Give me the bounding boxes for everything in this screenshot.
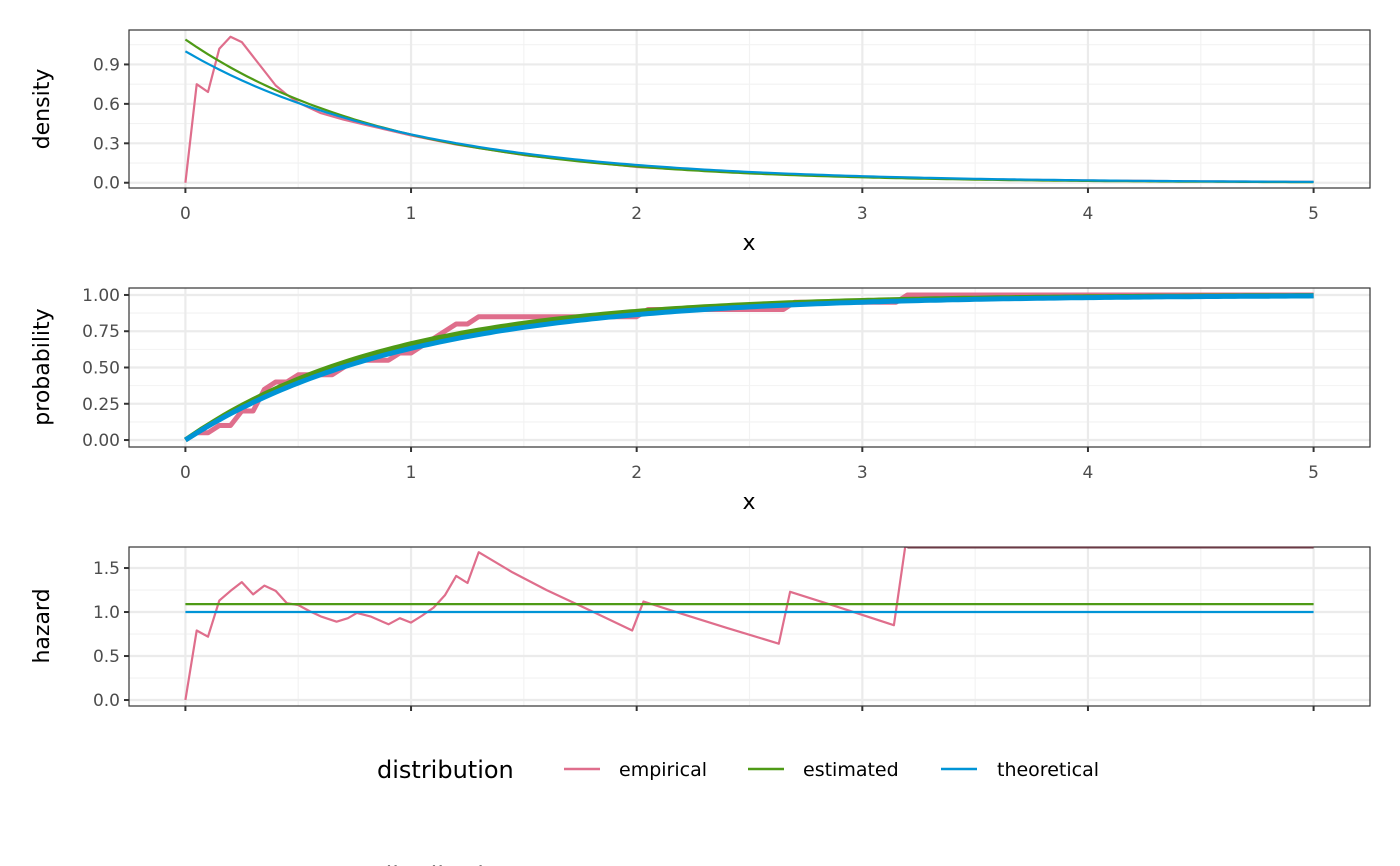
- density-x-tick-label: 0: [180, 204, 191, 224]
- hazard-y-axis-title: hazard: [30, 588, 55, 663]
- probability-y-tick-label: 0.00: [82, 431, 120, 451]
- density-x-tick-label: 5: [1308, 204, 1319, 224]
- density-x-tick-label: 1: [406, 204, 417, 224]
- legend-title: distribution: [377, 756, 514, 784]
- density-y-axis-title: density: [30, 69, 55, 150]
- density-y-tick-label: 0.6: [93, 95, 120, 115]
- hazard-y-tick-label: 1.5: [93, 559, 120, 579]
- density-x-axis-title: x: [742, 231, 755, 256]
- probability-y-tick-label: 1.00: [82, 286, 120, 306]
- probability-y-tick-label: 0.50: [82, 359, 120, 379]
- hazard-panel: 0.00.51.01.5012345: [93, 546, 1371, 742]
- hazard-y-tick-label: 0.0: [93, 691, 120, 711]
- probability-x-tick-label: 3: [857, 463, 868, 483]
- density-panel: 0.0 0.3 0.6 0.9 0 1 2 3 4 5: [93, 29, 1371, 224]
- density-x-tick-label: 3: [857, 204, 868, 224]
- legend-entry-estimated: estimated: [748, 759, 899, 781]
- probability-y-tick-label: 0.75: [82, 322, 120, 342]
- density-x-tick-label: 4: [1083, 204, 1094, 224]
- density-gridlines: [129, 30, 1370, 188]
- probability-x-tick-label: 2: [631, 463, 642, 483]
- probability-x-tick-label: 0: [180, 463, 191, 483]
- density-theoretical-line: [184, 50, 1314, 183]
- density-y-tick-label: 0.0: [93, 174, 120, 194]
- hazard-y-axis: 0.0 0.5 1.0 1.5: [93, 559, 129, 711]
- legend-background: [0, 724, 1400, 866]
- probability-y-axis-title: probability: [30, 308, 55, 425]
- probability-theoretical-line: [184, 293, 1314, 443]
- probability-x-tick-label: 5: [1308, 463, 1319, 483]
- hazard-y-tick-label: 0.5: [93, 647, 120, 667]
- hazard-y-tick-label: 1.0: [93, 603, 120, 623]
- density-series: [184, 35, 1314, 184]
- density-panel-border: [128, 29, 1371, 189]
- density-y-tick-label: 0.3: [93, 134, 120, 154]
- probability-series: [183, 292, 1314, 443]
- hazard-panel-border: [128, 546, 1371, 707]
- legend-entry-theoretical: theoretical: [941, 759, 1099, 781]
- probability-x-tick-label: 1: [406, 463, 417, 483]
- clipped-legend-title: distribution: [377, 862, 514, 866]
- probability-panel: 0.00 0.25 0.50 0.75 1.00 0 1 2 3 4 5: [82, 286, 1371, 483]
- legend-label-theoretical: theoretical: [997, 759, 1099, 781]
- hazard-empirical-line: [184, 547, 1314, 701]
- density-x-tick-label: 2: [631, 204, 642, 224]
- density-x-axis: 0 1 2 3 4 5: [180, 188, 1319, 224]
- density-y-tick-label: 0.9: [93, 55, 120, 75]
- probability-y-axis: 0.00 0.25 0.50 0.75 1.00: [82, 286, 129, 451]
- probability-x-axis-title: x: [742, 490, 755, 515]
- probability-x-tick-label: 4: [1083, 463, 1094, 483]
- legend-label-empirical: empirical: [619, 759, 707, 781]
- legend: distribution empirical estimated theoret…: [377, 756, 1099, 784]
- hazard-series: [184, 547, 1314, 701]
- probability-x-axis: 0 1 2 3 4 5: [180, 447, 1319, 483]
- density-y-axis: 0.0 0.3 0.6 0.9: [93, 55, 129, 194]
- probability-y-tick-label: 0.25: [82, 395, 120, 415]
- legend-label-estimated: estimated: [803, 759, 899, 781]
- legend-entry-empirical: empirical: [564, 759, 707, 781]
